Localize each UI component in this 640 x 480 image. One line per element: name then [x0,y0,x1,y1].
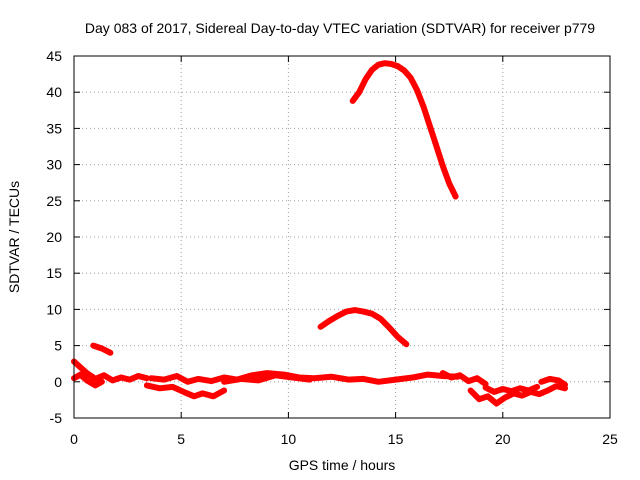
x-tick-label: 25 [602,431,618,447]
y-tick-label: 15 [46,265,62,281]
y-tick-label: 10 [46,301,62,317]
y-tick-label: -5 [50,410,63,426]
y-tick-label: 5 [54,338,62,354]
y-tick-label: 0 [54,374,62,390]
series-line-short-segment [90,342,114,356]
tick-labels: 0 5 10 15 20 25 -5 0 5 10 15 20 25 30 35 40 45 [46,48,618,447]
x-tick-label: 0 [70,431,78,447]
series-line-tail-transition [439,370,489,387]
series-line-baseline-0 [71,358,150,384]
series-layer [71,60,568,407]
ticks [73,55,611,419]
series-line-peak-small [317,307,410,348]
x-tick-label: 15 [388,431,404,447]
x-tick-label: 5 [177,431,185,447]
series-line-tail-end [538,375,568,388]
series-line-peak-large [349,60,459,200]
series-line-tail-negative-upper [482,383,541,395]
y-tick-label: 30 [46,157,62,173]
series-line-baseline-1-mid [221,372,313,385]
series-line-baseline-1-lower [143,382,228,400]
chart-title: Day 083 of 2017, Sidereal Day-to-day VTE… [85,20,595,36]
x-tick-label: 20 [495,431,511,447]
x-tick-label: 10 [281,431,297,447]
y-axis-title: SDTVAR / TECUs [6,181,22,293]
grid [74,56,610,418]
series-line-tail-negative [467,383,568,407]
y-tick-label: 45 [46,48,62,64]
x-axis-title: GPS time / hours [289,457,396,473]
series-line-baseline-0-lower [71,371,105,389]
y-tick-label: 20 [46,229,62,245]
y-tick-label: 25 [46,193,62,209]
y-tick-label: 40 [46,84,62,100]
y-tick-label: 35 [46,120,62,136]
